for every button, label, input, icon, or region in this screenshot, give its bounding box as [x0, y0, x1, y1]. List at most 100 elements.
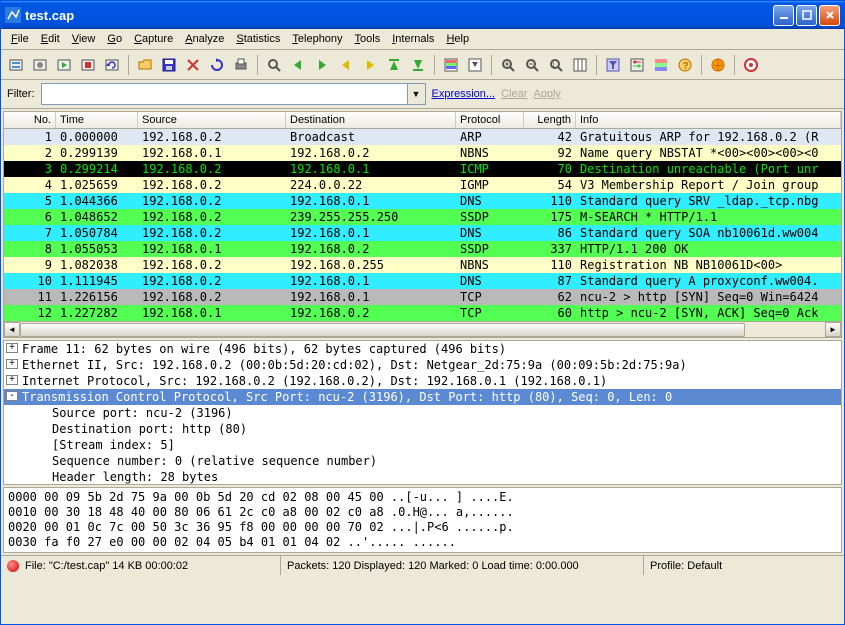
col-source[interactable]: Source — [138, 112, 286, 128]
menu-statistics[interactable]: Statistics — [230, 31, 286, 47]
print-icon[interactable] — [230, 54, 252, 76]
filter-label: Filter: — [7, 88, 35, 100]
menu-analyze[interactable]: Analyze — [179, 31, 230, 47]
table-row[interactable]: 61.048652192.168.0.2239.255.255.250SSDP1… — [4, 209, 841, 225]
menu-tools[interactable]: Tools — [349, 31, 387, 47]
minimize-button[interactable] — [773, 5, 794, 26]
hex-dump[interactable]: 0000 00 09 5b 2d 75 9a 00 0b 5d 20 cd 02… — [3, 487, 842, 553]
maximize-button[interactable] — [796, 5, 817, 26]
go-back-icon[interactable] — [287, 54, 309, 76]
packet-list: No. Time Source Destination Protocol Len… — [3, 111, 842, 338]
close-icon[interactable] — [182, 54, 204, 76]
col-length[interactable]: Length — [524, 112, 576, 128]
prefs-icon[interactable] — [626, 54, 648, 76]
color-rules-icon[interactable] — [650, 54, 672, 76]
table-row[interactable]: 91.082038192.168.0.2192.168.0.255NBNS110… — [4, 257, 841, 273]
table-row[interactable]: 121.227282192.168.0.1192.168.0.2TCP60htt… — [4, 305, 841, 321]
close-button[interactable] — [819, 5, 840, 26]
zoom-in-icon[interactable] — [497, 54, 519, 76]
table-row[interactable]: 20.299139192.168.0.1192.168.0.2NBNS92Nam… — [4, 145, 841, 161]
detail-row[interactable]: Destination port: http (80) — [4, 421, 841, 437]
menu-edit[interactable]: Edit — [35, 31, 66, 47]
col-info[interactable]: Info — [576, 112, 841, 128]
find-icon[interactable] — [263, 54, 285, 76]
detail-row[interactable]: [Stream index: 5] — [4, 437, 841, 453]
help-icon-icon[interactable]: ? — [674, 54, 696, 76]
packet-list-body[interactable]: 10.000000192.168.0.2BroadcastARP42Gratui… — [4, 129, 841, 321]
filter-btn-icon[interactable] — [602, 54, 624, 76]
table-row[interactable]: 71.050784192.168.0.2192.168.0.1DNS86Stan… — [4, 225, 841, 241]
save-icon[interactable] — [158, 54, 180, 76]
hex-row[interactable]: 0020 00 01 0c 7c 00 50 3c 36 95 f8 00 00… — [8, 520, 837, 535]
detail-row[interactable]: Source port: ncu-2 (3196) — [4, 405, 841, 421]
packet-list-header: No. Time Source Destination Protocol Len… — [4, 112, 841, 129]
table-row[interactable]: 111.226156192.168.0.2192.168.0.1TCP62ncu… — [4, 289, 841, 305]
capture-stop-icon[interactable] — [77, 54, 99, 76]
colorize-icon[interactable] — [440, 54, 462, 76]
col-protocol[interactable]: Protocol — [456, 112, 524, 128]
hex-row[interactable]: 0010 00 30 18 48 40 00 80 06 61 2c c0 a8… — [8, 505, 837, 520]
record-indicator-icon — [7, 560, 19, 572]
menu-file[interactable]: File — [5, 31, 35, 47]
go-prev-icon[interactable] — [335, 54, 357, 76]
status-bar: File: "C:/test.cap" 14 KB 00:00:02 Packe… — [1, 555, 844, 575]
go-last-icon[interactable] — [407, 54, 429, 76]
menu-go[interactable]: Go — [101, 31, 128, 47]
expand-icon[interactable]: + — [6, 375, 18, 385]
table-row[interactable]: 30.299214192.168.0.2192.168.0.1ICMP70Des… — [4, 161, 841, 177]
apply-button[interactable]: Apply — [533, 88, 561, 100]
hex-row[interactable]: 0030 fa f0 27 e0 00 00 02 04 05 b4 01 01… — [8, 535, 837, 550]
menu-help[interactable]: Help — [440, 31, 475, 47]
clear-button[interactable]: Clear — [501, 88, 527, 100]
iface-opts-icon[interactable] — [29, 54, 51, 76]
capture-restart-icon[interactable] — [101, 54, 123, 76]
expand-icon[interactable]: + — [6, 343, 18, 353]
wiki-icon[interactable] — [707, 54, 729, 76]
resize-cols-icon[interactable] — [569, 54, 591, 76]
hex-row[interactable]: 0000 00 09 5b 2d 75 9a 00 0b 5d 20 cd 02… — [8, 490, 837, 505]
h-scrollbar[interactable]: ◄ ► — [4, 321, 841, 337]
go-next-icon[interactable] — [359, 54, 381, 76]
table-row[interactable]: 101.111945192.168.0.2192.168.0.1DNS87Sta… — [4, 273, 841, 289]
detail-row[interactable]: -Transmission Control Protocol, Src Port… — [4, 389, 841, 405]
expression-button[interactable]: Expression... — [432, 88, 496, 100]
menu-telephony[interactable]: Telephony — [286, 31, 348, 47]
expand-icon[interactable]: + — [6, 359, 18, 369]
table-row[interactable]: 81.055053192.168.0.1192.168.0.2SSDP337HT… — [4, 241, 841, 257]
zoom-100-icon[interactable]: 1 — [545, 54, 567, 76]
col-time[interactable]: Time — [56, 112, 138, 128]
col-destination[interactable]: Destination — [286, 112, 456, 128]
capture-start-icon[interactable] — [53, 54, 75, 76]
reload-icon[interactable] — [206, 54, 228, 76]
menu-capture[interactable]: Capture — [128, 31, 179, 47]
filter-dropdown[interactable]: ▼ — [407, 84, 425, 104]
open-icon[interactable] — [134, 54, 156, 76]
detail-row[interactable]: +Frame 11: 62 bytes on wire (496 bits), … — [4, 341, 841, 357]
expand-icon[interactable]: - — [6, 391, 18, 401]
detail-row[interactable]: +Internet Protocol, Src: 192.168.0.2 (19… — [4, 373, 841, 389]
filter-input[interactable] — [42, 84, 407, 104]
table-row[interactable]: 41.025659192.168.0.2224.0.0.22IGMP54V3 M… — [4, 177, 841, 193]
zoom-out-icon[interactable] — [521, 54, 543, 76]
table-row[interactable]: 10.000000192.168.0.2BroadcastARP42Gratui… — [4, 129, 841, 145]
menu-internals[interactable]: Internals — [386, 31, 440, 47]
window-title: test.cap — [25, 8, 773, 23]
auto-scroll-icon[interactable] — [464, 54, 486, 76]
menu-bar: FileEditViewGoCaptureAnalyzeStatisticsTe… — [1, 29, 844, 50]
table-row[interactable]: 51.044366192.168.0.2192.168.0.1DNS110Sta… — [4, 193, 841, 209]
col-no[interactable]: No. — [4, 112, 56, 128]
scroll-left-icon[interactable]: ◄ — [4, 322, 20, 337]
go-fwd-icon[interactable] — [311, 54, 333, 76]
packet-details[interactable]: +Frame 11: 62 bytes on wire (496 bits), … — [3, 340, 842, 485]
iface-list-icon[interactable] — [5, 54, 27, 76]
detail-row[interactable]: Header length: 28 bytes — [4, 469, 841, 485]
filter-bar: Filter: ▼ Expression... Clear Apply — [1, 80, 844, 109]
detail-row[interactable]: +Ethernet II, Src: 192.168.0.2 (00:0b:5d… — [4, 357, 841, 373]
scroll-right-icon[interactable]: ► — [825, 322, 841, 337]
status-file: File: "C:/test.cap" 14 KB 00:00:02 — [25, 560, 188, 572]
svg-text:?: ? — [683, 61, 689, 72]
support-icon[interactable] — [740, 54, 762, 76]
go-first-icon[interactable] — [383, 54, 405, 76]
detail-row[interactable]: Sequence number: 0 (relative sequence nu… — [4, 453, 841, 469]
menu-view[interactable]: View — [66, 31, 102, 47]
